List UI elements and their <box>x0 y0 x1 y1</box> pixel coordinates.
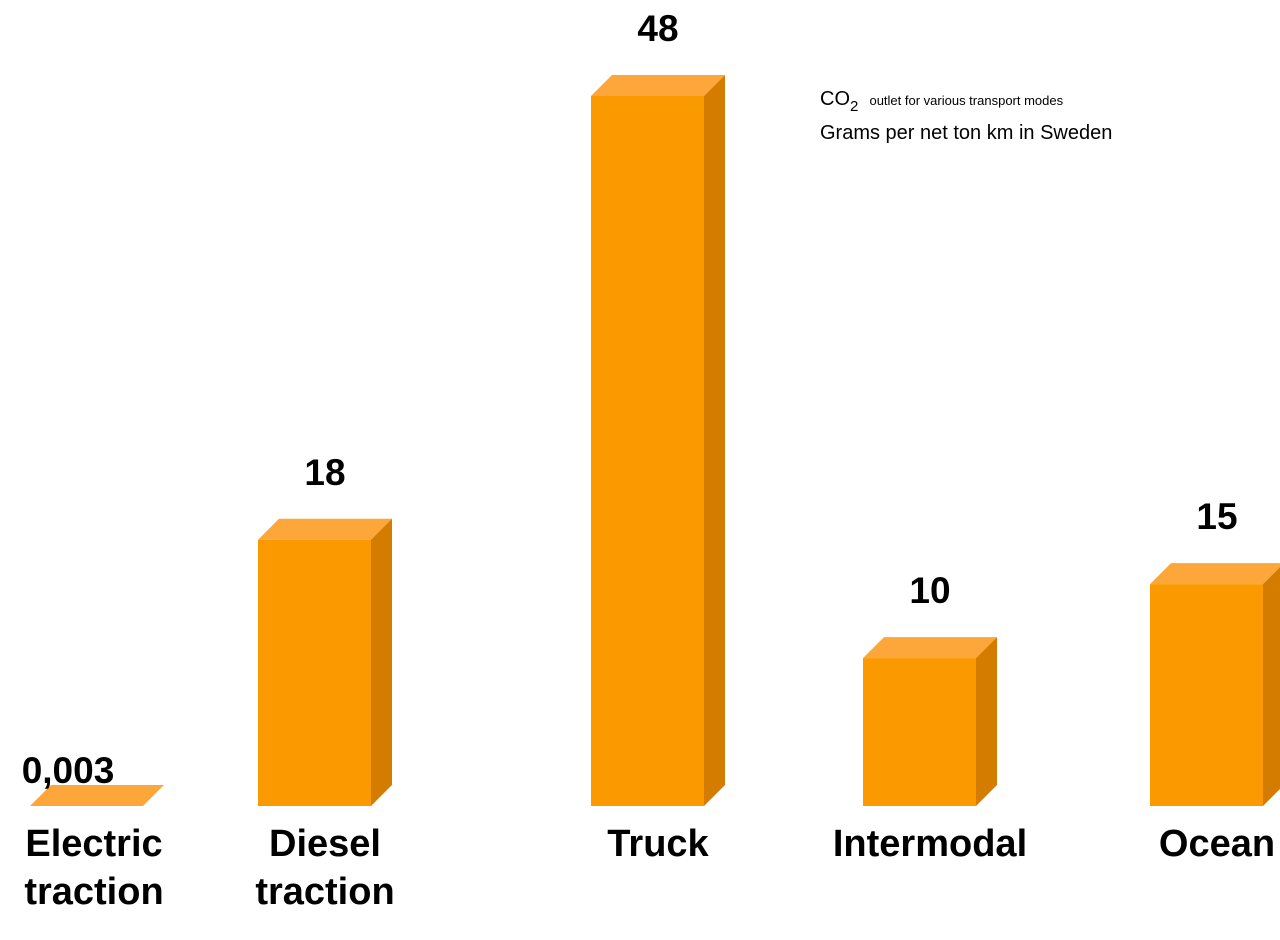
x-tick-label: Truck <box>607 823 709 865</box>
title: CO2 outlet for various transport modes <box>820 86 1112 115</box>
chart-note: CO2 outlet for various transport modes G… <box>820 86 1112 146</box>
bar-top <box>30 784 164 806</box>
subtitle: Grams per net ton km in Sweden <box>820 122 1113 144</box>
bar-top <box>591 75 725 96</box>
bar <box>863 658 976 806</box>
x-tick-label: Intermodal <box>832 823 1028 865</box>
bar <box>1150 584 1263 806</box>
bar-side <box>143 784 164 806</box>
bar-side <box>1263 567 1280 806</box>
value-label: 10 <box>909 570 950 611</box>
value-label: 0,003 <box>22 750 115 791</box>
bar-side <box>976 637 997 806</box>
title-subscript: 2 <box>850 98 859 115</box>
title-prefix: CO <box>820 88 850 110</box>
value-label: 18 <box>304 452 345 493</box>
bar-top <box>258 518 392 540</box>
bar-top <box>1150 563 1280 585</box>
value-label: 48 <box>637 8 678 49</box>
bar-side <box>371 518 392 806</box>
x-tick-label: Diesel traction <box>255 823 395 913</box>
x-tick-label: Electric traction <box>24 823 164 913</box>
value-label: 15 <box>1196 496 1237 537</box>
bar <box>258 539 371 806</box>
x-tick-label: Ocean <box>1158 823 1276 865</box>
bar-side <box>704 75 725 806</box>
title-text: outlet for various transport modes <box>869 93 1064 108</box>
bar <box>591 96 704 806</box>
bar-top <box>863 637 997 659</box>
